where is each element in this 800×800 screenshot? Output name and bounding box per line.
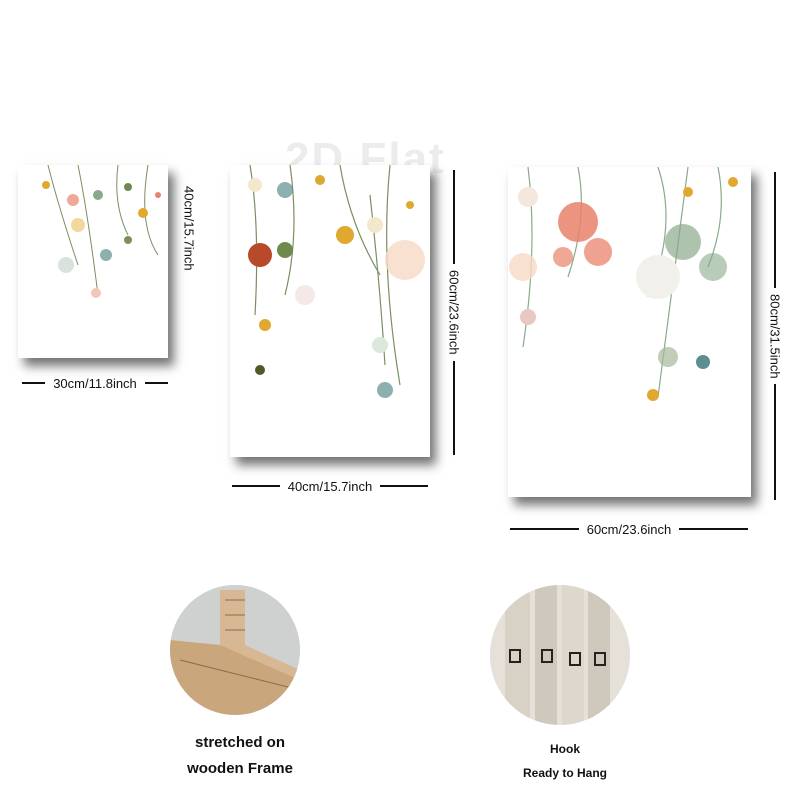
- dimension-line: [22, 382, 46, 384]
- floral-artwork-large: [509, 167, 738, 401]
- dimension-line: [774, 384, 776, 500]
- frame-corner-image: [170, 585, 300, 715]
- dimension-line: [380, 485, 428, 487]
- floral-artwork-small: [42, 165, 161, 298]
- frame-caption: stretched on wooden Frame: [160, 730, 320, 782]
- canvas-small: [18, 165, 168, 358]
- height-label-small: 40cm/15.7inch: [181, 186, 197, 271]
- width-dimension-small: 30cm/11.8inch: [22, 374, 168, 392]
- hook-photo: [490, 585, 630, 725]
- dimension-line: [144, 382, 168, 384]
- hook-image: [490, 585, 630, 725]
- width-dimension-medium: 40cm/15.7inch: [232, 477, 428, 495]
- height-label-medium: 60cm/23.6inch: [446, 270, 462, 355]
- wooden-frame-photo: [170, 585, 300, 715]
- canvas-large: [508, 167, 751, 497]
- height-dimension-small: 40cm/15.7inch: [180, 180, 198, 350]
- hook-caption-line2: Ready to Hang: [522, 766, 607, 780]
- width-dimension-large: 60cm/23.6inch: [510, 520, 748, 538]
- dimension-line: [453, 170, 455, 265]
- dimension-line: [774, 172, 776, 288]
- height-label-large: 80cm/31.5inch: [767, 293, 783, 379]
- width-label-large: 60cm/23.6inch: [586, 521, 672, 537]
- frame-caption-line1: stretched on: [194, 734, 285, 751]
- width-label-medium: 40cm/15.7inch: [287, 478, 373, 494]
- hook-caption-line1: Hook: [550, 742, 580, 756]
- width-label-small: 30cm/11.8inch: [53, 375, 137, 391]
- canvas-medium: [230, 165, 430, 457]
- floral-artwork-medium: [248, 165, 425, 398]
- frame-caption-line2: wooden Frame: [187, 760, 293, 777]
- dimension-line: [453, 360, 455, 455]
- height-dimension-medium: 60cm/23.6inch: [445, 170, 463, 455]
- dimension-line: [232, 485, 280, 487]
- dimension-line: [679, 528, 748, 530]
- hook-caption: Hook Ready to Hang: [480, 737, 650, 785]
- height-dimension-large: 80cm/31.5inch: [766, 172, 784, 500]
- dimension-line: [510, 528, 579, 530]
